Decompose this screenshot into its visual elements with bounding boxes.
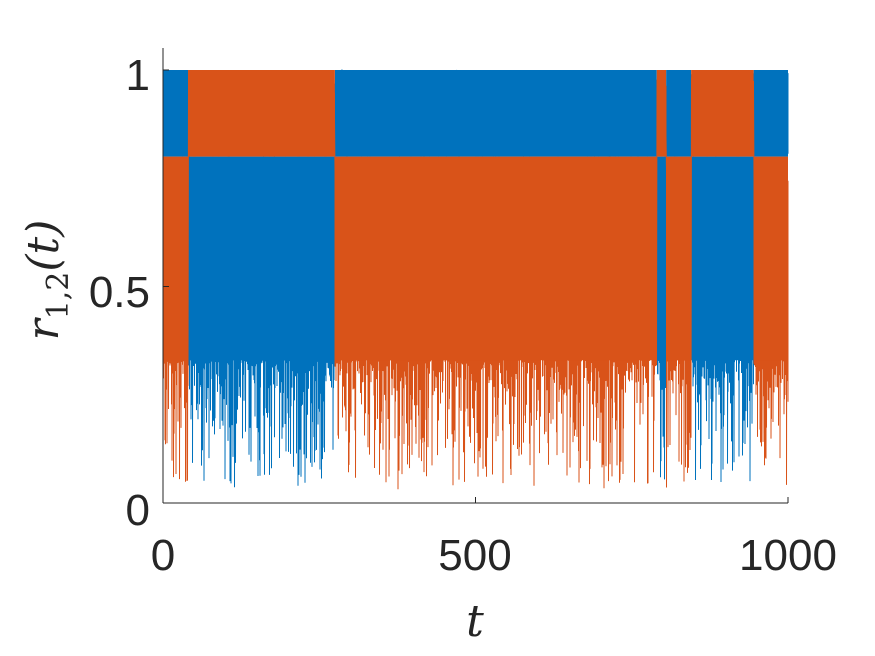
y-axis-label-subscript: 1,2 xyxy=(41,272,76,320)
series-2-band xyxy=(188,70,335,157)
series-2-band xyxy=(334,156,657,361)
series-1-band xyxy=(691,156,754,361)
y-tick-label: 0.5 xyxy=(89,268,150,317)
y-axis-label: r1,2(t) xyxy=(18,220,76,341)
plot-area xyxy=(162,69,789,490)
y-tick-label: 1 xyxy=(126,51,150,100)
series-2-band xyxy=(666,156,692,361)
series-2-band xyxy=(163,156,188,361)
y-axis-label-main: r xyxy=(18,316,69,340)
y-tick-label: 0 xyxy=(126,486,150,535)
series-2-band xyxy=(656,70,667,157)
tick-marks xyxy=(162,69,789,504)
series-1-band xyxy=(666,70,692,157)
series-1-band xyxy=(753,70,788,157)
y-tick-labels: 0 0.5 1 xyxy=(89,51,150,535)
series-1-band xyxy=(188,156,335,361)
x-tick-label: 0 xyxy=(151,531,175,580)
x-tick-label: 1000 xyxy=(739,531,837,580)
x-axis-label: t xyxy=(466,596,484,647)
series-1-band xyxy=(334,70,657,157)
y-axis-label-argument: (t) xyxy=(18,220,69,272)
x-tick-label: 500 xyxy=(438,531,511,580)
series-1-band xyxy=(656,156,667,361)
series-2-band xyxy=(691,70,754,157)
series-1-band xyxy=(163,70,188,157)
series-2-band xyxy=(753,156,788,361)
x-tick-labels: 0 500 1000 xyxy=(151,531,837,580)
